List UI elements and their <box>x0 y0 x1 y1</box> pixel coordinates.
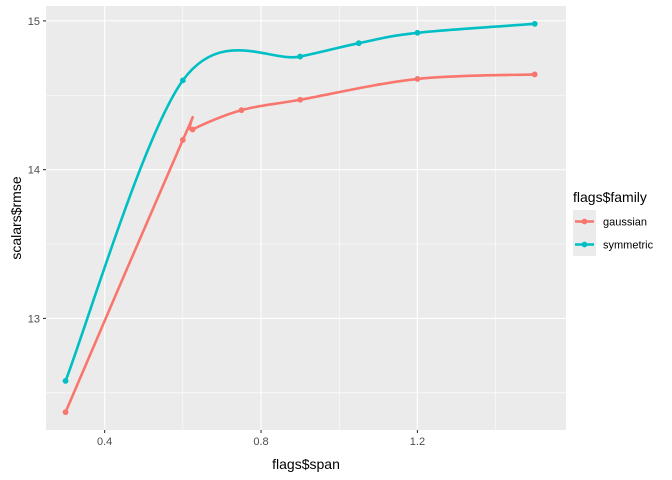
y-axis-title: scalars$rmse <box>8 176 24 259</box>
x-tick-label: 1.2 <box>410 436 425 448</box>
tick-labels: 0.4 0.8 1.2 13 14 15 <box>28 16 425 448</box>
data-point-gaussian <box>62 409 69 416</box>
legend-label: symmetric <box>603 240 654 252</box>
plot-panel <box>46 6 566 430</box>
series-symmetric <box>62 20 538 384</box>
x-axis-title: flags$span <box>272 456 340 472</box>
data-point-symmetric <box>179 77 186 84</box>
data-point-symmetric <box>414 29 421 36</box>
legend-items: gaussian symmetric <box>573 210 654 256</box>
data-point-symmetric <box>531 20 538 27</box>
data-point-gaussian <box>189 126 196 133</box>
y-tick-label: 14 <box>28 165 40 177</box>
data-point-gaussian <box>179 136 186 143</box>
series-layer <box>62 20 538 416</box>
legend-label: gaussian <box>603 217 647 229</box>
x-tick-label: 0.4 <box>97 436 112 448</box>
legend: flags$family gaussian symmetric <box>573 189 654 256</box>
data-point-gaussian <box>531 71 538 78</box>
legend-item-gaussian: gaussian <box>573 210 647 233</box>
data-point-symmetric <box>62 378 69 384</box>
data-point-gaussian <box>414 75 421 82</box>
legend-key-point <box>581 218 588 225</box>
data-point-gaussian <box>238 107 245 114</box>
grid-minor <box>46 6 566 430</box>
series-line-symmetric <box>64 22 537 383</box>
data-point-symmetric <box>297 53 304 60</box>
grid-major <box>46 6 566 430</box>
y-tick-label: 13 <box>28 313 40 325</box>
data-point-symmetric <box>355 40 362 47</box>
y-tick-label: 15 <box>28 16 40 28</box>
legend-key-point <box>581 241 588 248</box>
series-gaussian <box>62 71 538 416</box>
axis-ticks <box>43 20 418 433</box>
data-point-gaussian <box>297 96 304 103</box>
legend-item-symmetric: symmetric <box>573 233 654 256</box>
x-tick-label: 0.8 <box>253 436 268 448</box>
legend-title: flags$family <box>573 189 647 205</box>
